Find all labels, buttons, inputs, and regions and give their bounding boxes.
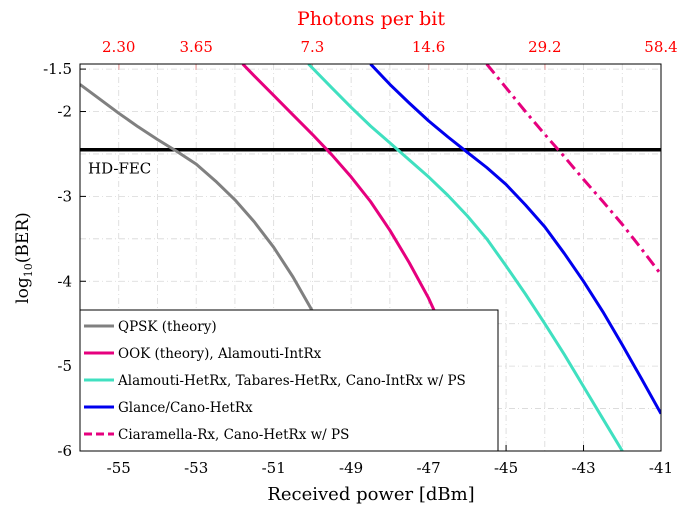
y-tick-label: -2	[57, 103, 72, 121]
x-tick-label: -43	[571, 459, 595, 477]
legend-label: OOK (theory), Alamouti-IntRx	[118, 346, 322, 362]
top-tick-label: 29.2	[528, 38, 561, 56]
top-axis-ticks: 2.30 3.65 7.3 14.6 29.2 58.4	[102, 38, 678, 70]
series-line-ciaramella-rx-cano-hetrx-w-ps	[485, 64, 661, 276]
x-axis-ticks: -55 -53 -51 -49 -47 -45 -43 -41	[107, 445, 673, 477]
x-tick-label: -55	[107, 459, 131, 477]
y-tick-label: -1.5	[43, 60, 72, 78]
legend-label: Alamouti-HetRx, Tabares-HetRx, Cano-IntR…	[117, 373, 466, 389]
legend: QPSK (theory) OOK (theory), Alamouti-IntR…	[79, 309, 499, 452]
x-axis-title: Received power [dBm]	[267, 484, 474, 505]
y-axis-ticks: -6 -5 -4 -3 -2 -1.5	[43, 60, 86, 460]
y-tick-label: -6	[57, 442, 72, 460]
series-group	[80, 64, 661, 451]
legend-box	[79, 309, 499, 452]
y-axis-title-log: log	[13, 277, 33, 304]
series-line-glance-cano-hetrx	[369, 64, 661, 415]
legend-label: QPSK (theory)	[118, 319, 217, 335]
series-line-qpsk-theory	[80, 83, 334, 352]
series-line-alamouti-hetrx-tabares-hetrx-cano-intrx-w-ps	[307, 64, 624, 451]
x-tick-label: -47	[417, 459, 441, 477]
y-tick-label: -4	[57, 272, 72, 290]
top-axis-title: Photons per bit	[297, 8, 445, 30]
y-tick-label: -5	[57, 357, 72, 375]
x-tick-label: -45	[494, 459, 518, 477]
series-line-ook-theory-alamouti-intrx	[241, 64, 446, 333]
top-tick-label: 2.30	[102, 38, 135, 56]
legend-label: Ciaramella-Rx, Cano-HetRx w/ PS	[118, 427, 349, 443]
legend-label: Glance/Cano-HetRx	[118, 400, 253, 416]
top-tick-label: 14.6	[412, 38, 445, 56]
x-tick-label: -53	[184, 459, 208, 477]
y-axis-title-subscript: 10	[22, 263, 35, 277]
y-tick-label: -3	[57, 187, 72, 205]
top-tick-label: 3.65	[179, 38, 212, 56]
top-tick-label: 58.4	[644, 38, 677, 56]
x-tick-label: -41	[649, 459, 673, 477]
y-axis-title: log10(BER)	[13, 212, 35, 304]
hd-fec-label: HD-FEC	[88, 160, 151, 178]
x-tick-label: -49	[339, 459, 363, 477]
x-tick-label: -51	[262, 459, 286, 477]
top-tick-label: 7.3	[300, 38, 324, 56]
y-axis-title-rest: (BER)	[13, 212, 33, 263]
